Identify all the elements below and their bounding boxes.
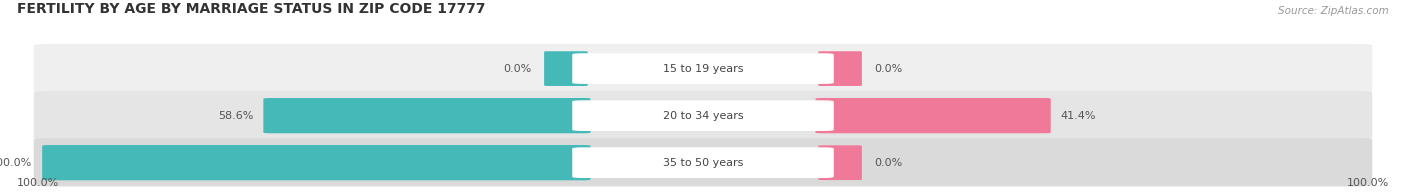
Text: 15 to 19 years: 15 to 19 years (662, 64, 744, 74)
Text: 58.6%: 58.6% (218, 111, 253, 121)
Text: 41.4%: 41.4% (1060, 111, 1097, 121)
FancyBboxPatch shape (544, 51, 588, 86)
Text: 100.0%: 100.0% (17, 178, 59, 188)
FancyBboxPatch shape (572, 100, 834, 131)
FancyBboxPatch shape (34, 91, 1372, 139)
FancyBboxPatch shape (572, 147, 834, 178)
Text: Source: ZipAtlas.com: Source: ZipAtlas.com (1278, 6, 1389, 16)
FancyBboxPatch shape (815, 98, 1050, 133)
FancyBboxPatch shape (42, 145, 591, 180)
Text: 0.0%: 0.0% (503, 64, 531, 74)
Text: 100.0%: 100.0% (0, 158, 32, 168)
FancyBboxPatch shape (34, 44, 1372, 92)
Text: FERTILITY BY AGE BY MARRIAGE STATUS IN ZIP CODE 17777: FERTILITY BY AGE BY MARRIAGE STATUS IN Z… (17, 2, 485, 16)
FancyBboxPatch shape (263, 98, 591, 133)
Text: 0.0%: 0.0% (875, 158, 903, 168)
Text: 100.0%: 100.0% (1347, 178, 1389, 188)
Text: 35 to 50 years: 35 to 50 years (662, 158, 744, 168)
Text: 20 to 34 years: 20 to 34 years (662, 111, 744, 121)
FancyBboxPatch shape (34, 138, 1372, 186)
FancyBboxPatch shape (572, 53, 834, 84)
FancyBboxPatch shape (818, 145, 862, 180)
Text: 0.0%: 0.0% (875, 64, 903, 74)
FancyBboxPatch shape (818, 51, 862, 86)
